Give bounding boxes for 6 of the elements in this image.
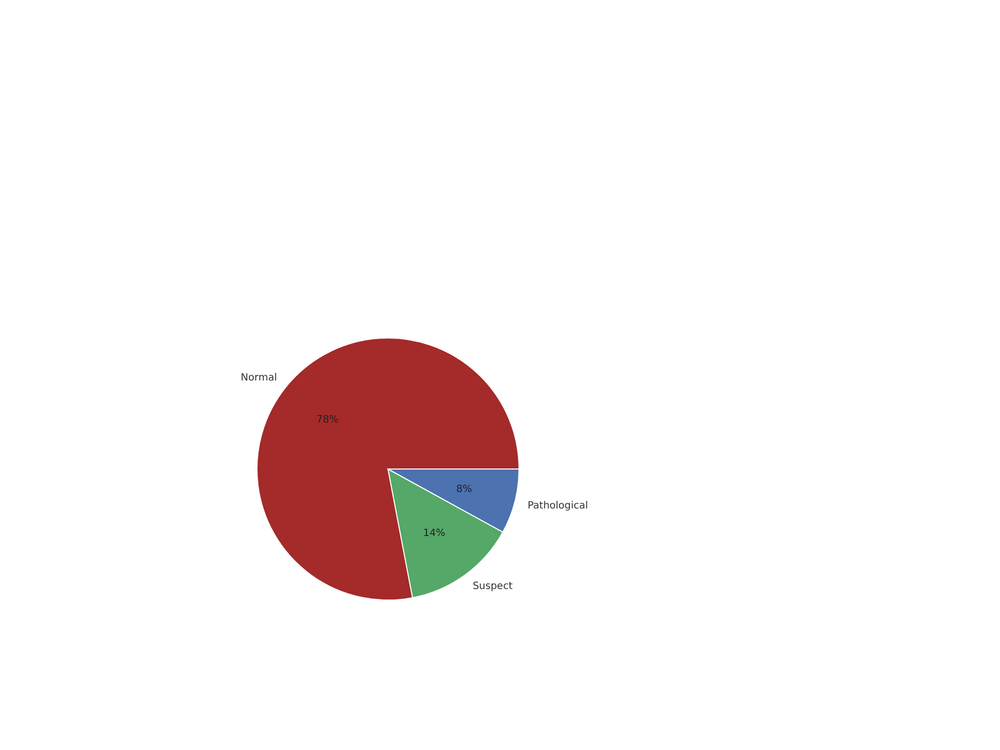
data-label: 14% xyxy=(423,528,446,540)
slice-label: Pathological xyxy=(528,500,588,512)
data-label: 78% xyxy=(316,414,339,426)
slice-label: Normal xyxy=(240,372,277,384)
slice-label: Suspect xyxy=(472,581,513,592)
data-label: 8% xyxy=(456,484,472,496)
